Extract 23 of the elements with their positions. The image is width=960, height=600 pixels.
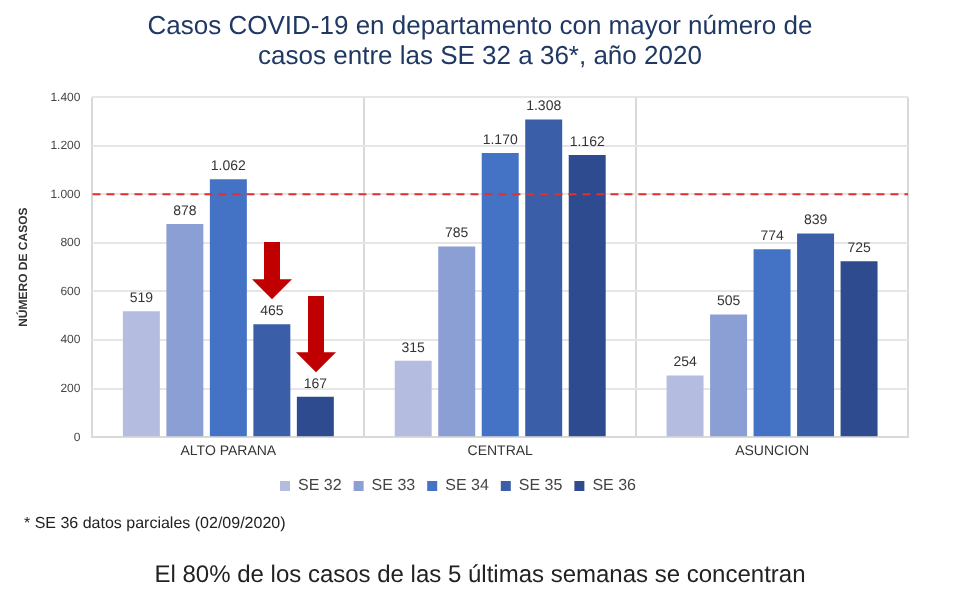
- bar: [525, 119, 563, 437]
- bar: [797, 233, 835, 437]
- legend-label: SE 34: [445, 476, 490, 495]
- bar: [568, 155, 606, 437]
- legend-label: SE 32: [298, 476, 343, 495]
- text: * SE 36 datos parciales (02/09/2020): [22, 514, 288, 532]
- legend-label: SE 36: [592, 476, 638, 495]
- bar: [481, 153, 519, 437]
- bar: [710, 314, 748, 437]
- bar: [166, 223, 204, 437]
- legend-label: SE 35: [518, 476, 564, 495]
- bar: [840, 261, 878, 437]
- bar: [209, 179, 247, 437]
- bar: [438, 246, 476, 437]
- text: El 80% de los casos de las 5 últimas semanas se concentran: [152, 558, 808, 588]
- bar: [666, 375, 704, 437]
- bar: [296, 396, 334, 437]
- bar: [253, 324, 291, 437]
- bar: [394, 360, 432, 437]
- bar: [122, 311, 160, 437]
- chart-title: Casos COVID-19 en departamento con mayor número de casos entre las SE 32 a 36*, año 2020: [145, 8, 815, 74]
- bar: [753, 249, 791, 437]
- legend-label: SE 33: [371, 476, 417, 495]
